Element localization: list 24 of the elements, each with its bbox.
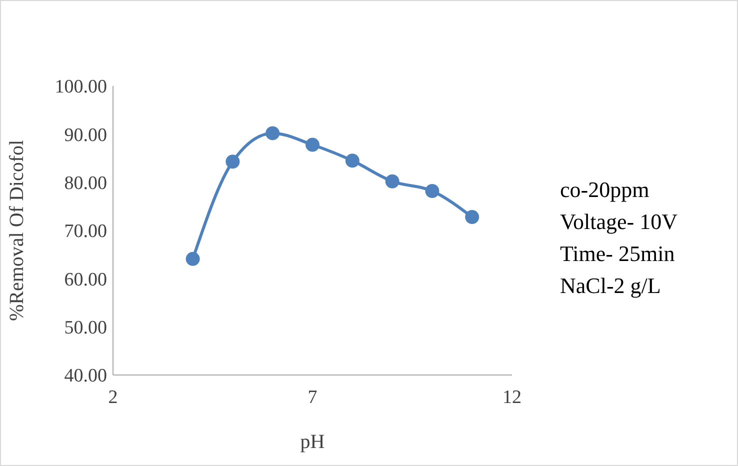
x-axis-title: pH — [300, 431, 325, 453]
text: NaCl-2 g/L — [560, 273, 661, 298]
text: Time- 25min — [560, 241, 675, 266]
x-tick-label: 7 — [308, 387, 318, 408]
y-tick-label: 60.00 — [64, 269, 107, 290]
text: co-20ppm — [560, 177, 650, 202]
point — [465, 210, 480, 224]
point — [385, 174, 400, 188]
text: Voltage- 10V — [560, 209, 678, 234]
point — [226, 154, 240, 169]
y-tick-label: 80.00 — [64, 172, 107, 194]
y-tick-label: 100.00 — [54, 76, 107, 98]
y-tick-label: 50.00 — [64, 317, 107, 338]
x-tick-label: 12 — [502, 387, 522, 408]
point — [345, 154, 360, 168]
y-tick-label: 90.00 — [64, 124, 107, 146]
point — [266, 126, 280, 140]
point — [186, 252, 200, 266]
y-tick-label: 70.00 — [64, 221, 107, 242]
x-tick-label: 2 — [108, 387, 118, 408]
y-axis-title: %Removal Of Dicofol — [6, 140, 28, 322]
point — [425, 184, 440, 198]
point — [306, 138, 320, 152]
y-tick-label: 40.00 — [64, 366, 107, 387]
